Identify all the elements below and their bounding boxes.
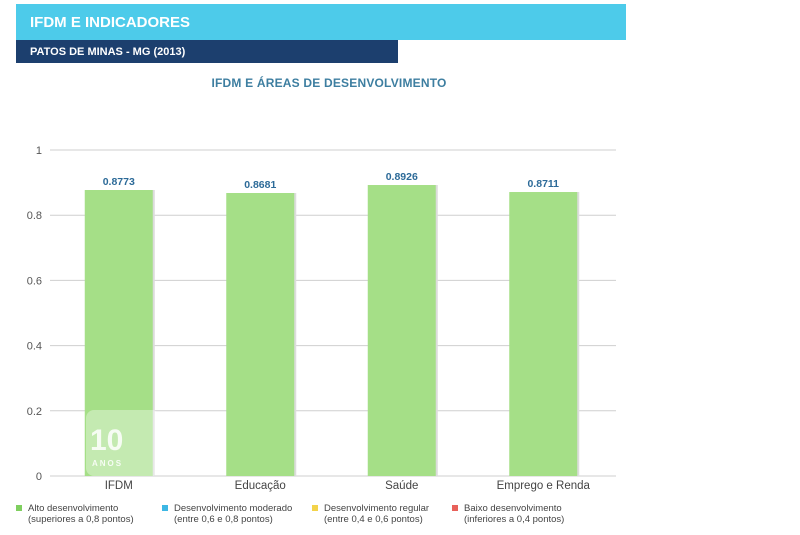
bar xyxy=(509,192,578,476)
chart-title: IFDM E ÁREAS DE DESENVOLVIMENTO xyxy=(211,76,447,90)
x-tick-label: Emprego e Renda xyxy=(497,480,591,492)
y-tick-label: 0.6 xyxy=(27,275,42,287)
y-tick-label: 0.2 xyxy=(27,406,42,418)
y-tick-label: 1 xyxy=(36,145,42,157)
location-bar: PATOS DE MINAS - MG (2013) xyxy=(16,40,398,63)
watermark-text: ANOS xyxy=(92,459,124,468)
x-tick-label: IFDM xyxy=(105,480,133,492)
anniversary-watermark-logo: 10 ANOS xyxy=(86,410,160,476)
section-header: IFDM E INDICADORES xyxy=(16,4,626,40)
legend-detail-regular: (entre 0,4 e 0,6 pontos) xyxy=(324,514,423,525)
bar xyxy=(226,192,295,477)
y-tick-label: 0.8 xyxy=(27,210,42,222)
legend-label-high: Alto desenvolvimento xyxy=(28,503,119,514)
section-title: IFDM E INDICADORES xyxy=(30,13,191,31)
legend-label-regular: Desenvolvimento regular xyxy=(324,503,430,514)
data-label: 0.8773 xyxy=(103,176,135,188)
data-label: 0.8711 xyxy=(527,178,559,190)
legend-label-low: Baixo desenvolvimento xyxy=(464,503,562,514)
legend-detail-low: (inferiores a 0,4 pontos) xyxy=(464,514,565,525)
legend-swatch-regular xyxy=(312,505,318,511)
data-label: 0.8681 xyxy=(244,179,276,191)
bar xyxy=(367,185,436,477)
chart-legend: Alto desenvolvimento (superiores a 0,8 p… xyxy=(16,503,616,531)
y-tick-label: 0.4 xyxy=(27,341,42,353)
data-label: 0.8926 xyxy=(386,171,418,183)
legend-swatch-high xyxy=(16,505,22,511)
legend-swatch-moderate xyxy=(162,505,168,511)
location-title: PATOS DE MINAS - MG (2013) xyxy=(30,45,186,58)
legend-label-moderate: Desenvolvimento moderado xyxy=(174,503,293,514)
legend-detail-moderate: (entre 0,6 e 0,8 pontos) xyxy=(174,514,273,525)
bar xyxy=(84,190,153,477)
legend-detail-high: (superiores a 0,8 pontos) xyxy=(28,514,134,525)
legend-swatch-low xyxy=(452,505,458,511)
x-tick-label: Educação xyxy=(235,480,286,492)
y-tick-label: 0 xyxy=(36,471,42,483)
x-tick-label: Saúde xyxy=(385,480,418,492)
watermark-number: 10 xyxy=(90,424,124,457)
